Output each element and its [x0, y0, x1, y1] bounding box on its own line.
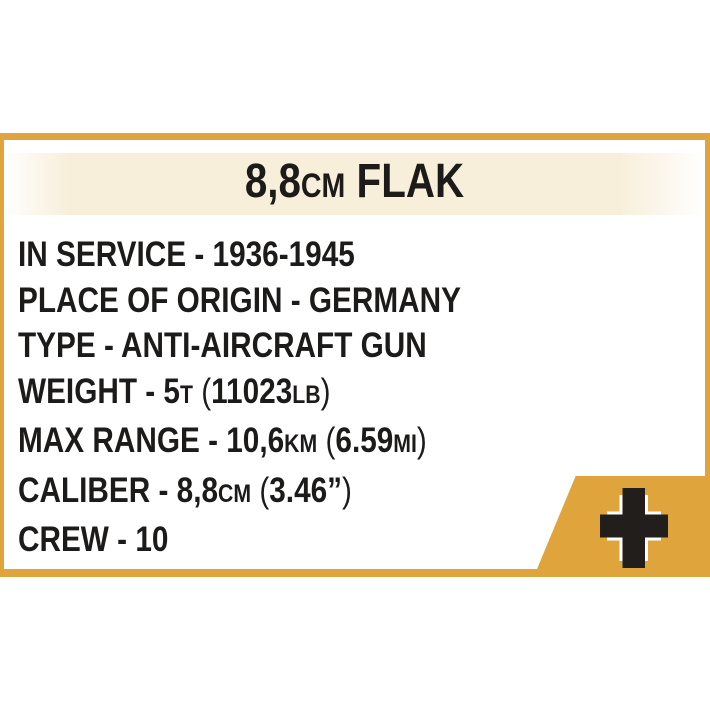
unit-suffix: KM	[284, 430, 318, 458]
text-segment: (	[251, 470, 270, 510]
spec-line-type: TYPE - ANTI-AIRCRAFT GUN	[18, 323, 461, 369]
text-segment: CREW - 10	[18, 520, 169, 559]
text-segment: TYPE - ANTI-AIRCRAFT GUN	[18, 326, 427, 365]
spec-line-max-range: MAX RANGE - 10,6KM (6.59MI)	[18, 418, 461, 468]
text-segment: (	[317, 421, 336, 460]
unit-suffix: T	[179, 380, 193, 409]
spec-line-crew: CREW - 10	[18, 517, 461, 563]
text-segment: PLACE OF ORIGIN - GERMANY	[18, 280, 461, 320]
unit-suffix: LB	[292, 380, 321, 409]
spec-list: IN SERVICE - 1936-1945 PLACE OF ORIGIN -…	[18, 232, 539, 563]
unit-suffix: CM	[300, 167, 346, 205]
title-band: 8,8CM FLAK	[4, 153, 705, 215]
text-segment: FLAK	[345, 155, 465, 208]
text-segment: 3.46”	[269, 470, 343, 510]
balkenkreuz-cross-icon	[600, 488, 668, 568]
spec-line-caliber: CALIBER - 8,8CM (3.46”)	[18, 468, 461, 518]
spec-line-place-of-origin: PLACE OF ORIGIN - GERMANY	[18, 278, 461, 324]
text-segment: )	[320, 371, 331, 411]
text-segment: MAX RANGE - 10,6	[18, 421, 285, 460]
text-segment: CALIBER - 8,8	[18, 470, 219, 510]
text-segment: 11023	[211, 371, 293, 411]
unit-suffix: CM	[218, 479, 252, 508]
text-segment: 8,8	[244, 155, 301, 208]
spec-line-in-service: IN SERVICE - 1936-1945	[18, 232, 461, 278]
text-segment: )	[342, 470, 352, 510]
unit-suffix: MI	[393, 430, 417, 458]
text-segment: 6.59	[335, 421, 394, 460]
spec-card: 8,8CM FLAK IN SERVICE - 1936-1945 PLACE …	[0, 133, 710, 577]
product-title: 8,8CM FLAK	[245, 151, 464, 217]
spec-line-weight: WEIGHT - 5T (11023LB)	[18, 369, 461, 419]
text-segment: )	[416, 421, 427, 460]
text-segment: (	[192, 371, 212, 411]
text-segment: IN SERVICE - 1936-1945	[18, 235, 355, 274]
text-segment: WEIGHT - 5	[18, 371, 180, 411]
